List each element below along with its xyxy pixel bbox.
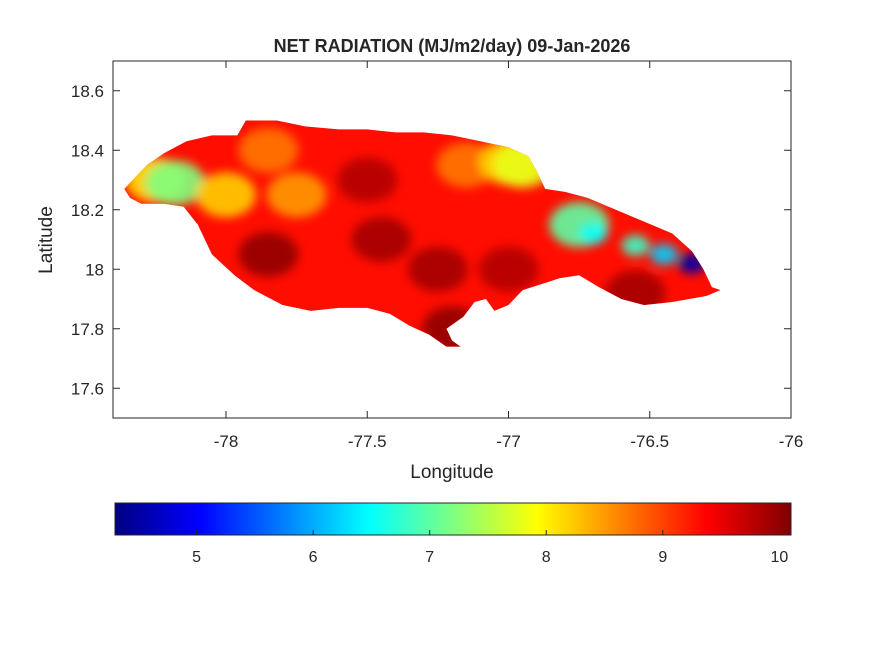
chart-title: NET RADIATION (MJ/m2/day) 09-Jan-2026 xyxy=(274,36,631,56)
y-axis-label: Latitude xyxy=(36,206,57,274)
field-hotspot xyxy=(407,246,468,292)
field-hotspot xyxy=(238,127,299,173)
y-tick-label: 18.4 xyxy=(71,141,104,160)
x-axis-ticks: -78 -77.5 -77 -76.5 -76 xyxy=(214,61,804,451)
colorbar-tick-label: 6 xyxy=(309,549,318,566)
x-tick-label: -77 xyxy=(496,432,521,451)
field-hotspot xyxy=(621,235,650,256)
y-tick-label: 18 xyxy=(85,260,104,279)
y-tick-label: 18.2 xyxy=(71,201,104,220)
field-hotspot xyxy=(238,231,299,277)
colorbar-ticks: 5 6 7 8 9 10 xyxy=(192,530,788,566)
field-hotspot xyxy=(579,223,608,244)
field-hotspot xyxy=(337,157,398,203)
x-tick-label: -77.5 xyxy=(348,432,387,451)
y-tick-label: 17.8 xyxy=(71,320,104,339)
hotspot-layer xyxy=(125,127,707,347)
colorbar-tick-label: 8 xyxy=(542,549,551,566)
colorbar-tick-label: 7 xyxy=(425,549,434,566)
x-tick-label: -78 xyxy=(214,432,239,451)
field-hotspot xyxy=(351,217,412,262)
field-hotspot xyxy=(649,243,678,265)
field-hotspot xyxy=(266,172,327,218)
y-axis-ticks: 17.6 17.8 18 18.2 18.4 18.6 xyxy=(71,82,791,398)
colorbar-tick-label: 9 xyxy=(658,549,667,566)
field-hotspot xyxy=(196,172,256,218)
x-tick-label: -76 xyxy=(779,432,804,451)
field-hotspot xyxy=(145,160,206,206)
colorbar-tick-label: 10 xyxy=(770,549,788,566)
colorbar xyxy=(114,502,792,536)
colorbar-tick-label: 5 xyxy=(192,549,201,566)
field-hotspot xyxy=(478,246,539,292)
x-axis-label: Longitude xyxy=(410,462,493,483)
x-tick-label: -76.5 xyxy=(630,432,669,451)
y-tick-label: 17.6 xyxy=(71,379,104,398)
y-tick-label: 18.6 xyxy=(71,82,104,101)
